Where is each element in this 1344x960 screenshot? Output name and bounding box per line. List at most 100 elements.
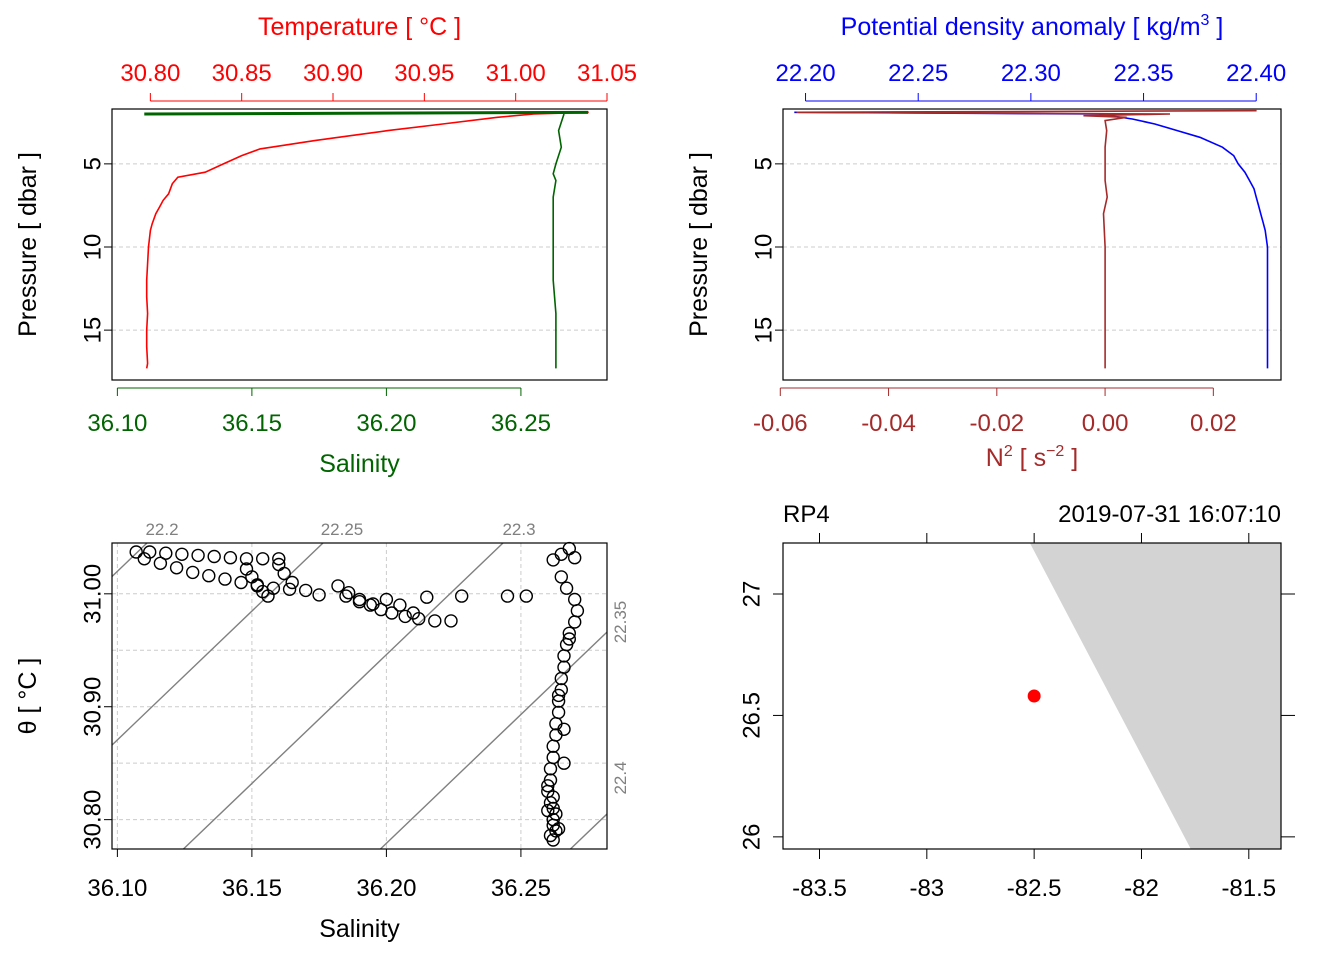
pressure-tick-label: 15 xyxy=(79,317,106,344)
temperature-tick-label: 31.00 xyxy=(486,60,546,87)
ts-point xyxy=(272,552,286,566)
ts-point xyxy=(169,561,184,575)
latitude-tick-label: 26 xyxy=(738,824,765,851)
isopycnal-line xyxy=(569,813,607,849)
salinity-tick-label: 36.15 xyxy=(222,875,282,902)
ts-point xyxy=(277,566,291,581)
n2-tick-label: -0.02 xyxy=(969,410,1024,437)
isopycnal-line xyxy=(112,543,324,747)
ts-point xyxy=(282,582,297,596)
salinity-axis-label: Salinity xyxy=(319,450,400,478)
ts-point xyxy=(543,762,558,776)
isopycnal-label: 22.2 xyxy=(145,520,178,539)
ts-point xyxy=(500,589,515,603)
ts-point xyxy=(366,597,380,611)
panel-density-n2-profile: 5 10 15 Pressure [ dbar ] 22.20 22.25 22.30 22.… xyxy=(685,12,1286,472)
density-line xyxy=(794,111,1269,369)
ts-point xyxy=(428,614,442,628)
longitude-tick-label: -82.5 xyxy=(1007,875,1062,902)
pressure-axis-label: Pressure [ dbar ] xyxy=(685,152,713,337)
ts-point xyxy=(234,575,248,590)
ts-point xyxy=(559,581,574,595)
ts-point xyxy=(546,833,560,847)
ts-point xyxy=(218,572,232,586)
ts-point xyxy=(541,779,555,793)
ts-point xyxy=(519,589,533,603)
salinity-tick-label: 36.15 xyxy=(222,410,282,437)
ts-point xyxy=(554,547,568,561)
ts-point xyxy=(398,609,412,624)
pressure-tick-label: 10 xyxy=(79,234,106,261)
ts-point xyxy=(406,606,420,620)
ts-point xyxy=(256,552,270,566)
pressure-tick-label: 10 xyxy=(750,234,777,261)
theta-tick-label: 30.80 xyxy=(79,790,106,850)
density-tick-label: 22.35 xyxy=(1114,60,1174,87)
salinity-tick-label: 36.20 xyxy=(356,410,416,437)
ts-point xyxy=(549,728,563,742)
ts-point xyxy=(312,588,326,602)
ts-point xyxy=(570,604,585,618)
n2-axis-label: N2 [ s−2 ] xyxy=(986,443,1078,472)
ts-point xyxy=(568,592,582,607)
ts-point xyxy=(352,595,367,609)
plot-frame xyxy=(782,542,1282,850)
theta-axis-label: θ [ °C ] xyxy=(14,658,42,735)
n2-tick-label: 0.00 xyxy=(1082,410,1129,437)
isopycnal-label: 22.35 xyxy=(611,601,630,644)
n2-tick-label: 0.02 xyxy=(1190,410,1237,437)
ts-point xyxy=(385,606,399,620)
ts-point xyxy=(342,586,356,600)
temperature-tick-label: 30.95 xyxy=(394,60,454,87)
ts-point xyxy=(557,649,571,663)
ts-point xyxy=(159,546,173,560)
ts-point xyxy=(546,739,560,753)
ts-point xyxy=(557,722,571,736)
ts-point xyxy=(554,570,568,584)
theta-tick-label: 31.00 xyxy=(79,564,106,624)
ts-point xyxy=(557,660,571,674)
ts-point xyxy=(185,565,200,580)
n2-tick-label: -0.04 xyxy=(861,410,916,437)
ts-point xyxy=(261,589,275,603)
ts-point xyxy=(207,549,221,564)
temperature-tick-label: 30.85 xyxy=(212,60,272,87)
ts-point xyxy=(420,590,434,604)
ts-point xyxy=(299,583,313,598)
salinity-surface-spike xyxy=(144,110,589,116)
ts-point xyxy=(239,552,254,566)
ts-point xyxy=(202,569,216,583)
longitude-tick-label: -82 xyxy=(1124,875,1159,902)
ts-point xyxy=(546,553,560,567)
longitude-tick-label: -81.5 xyxy=(1221,875,1276,902)
station-label: RP4 xyxy=(783,501,830,528)
temperature-line xyxy=(145,111,589,369)
density-axis-label: Potential density anomaly [ kg/m3 ] xyxy=(841,12,1224,41)
longitude-tick-label: -83.5 xyxy=(792,875,847,902)
station-timestamp: 2019-07-31 16:07:10 xyxy=(1058,501,1281,528)
ts-point xyxy=(191,548,205,563)
ts-point xyxy=(285,575,299,590)
theta-tick-label: 30.90 xyxy=(79,677,106,737)
temperature-axis-label: Temperature [ °C ] xyxy=(258,13,461,41)
isopycnal-line xyxy=(182,543,504,849)
density-tick-label: 22.40 xyxy=(1226,60,1286,87)
longitude-tick-label: -83 xyxy=(909,875,944,902)
pressure-tick-label: 5 xyxy=(750,157,777,170)
salinity-tick-label: 36.10 xyxy=(87,410,147,437)
latitude-tick-label: 27 xyxy=(738,581,765,608)
panel-ts-diagram: 22.2 22.25 22.3 22.35 22.4 36.10 36.15 36.20 36.… xyxy=(14,520,630,943)
temperature-tick-label: 30.80 xyxy=(120,60,180,87)
salinity-tick-label: 36.25 xyxy=(491,875,551,902)
ts-point xyxy=(339,589,353,603)
salinity-axis-label: Salinity xyxy=(319,915,400,943)
ts-point xyxy=(551,688,566,703)
plot-frame xyxy=(111,108,608,381)
isopycnal-label: 22.4 xyxy=(611,761,630,794)
station-marker xyxy=(1027,689,1041,703)
plot-frame xyxy=(111,542,608,850)
plot-frame xyxy=(782,108,1282,381)
ts-point xyxy=(568,615,582,629)
panel-station-map: -83.5 -83 -82.5 -82 -81.5 26 26.5 27 RP4 2019-07-… xyxy=(738,501,1295,902)
